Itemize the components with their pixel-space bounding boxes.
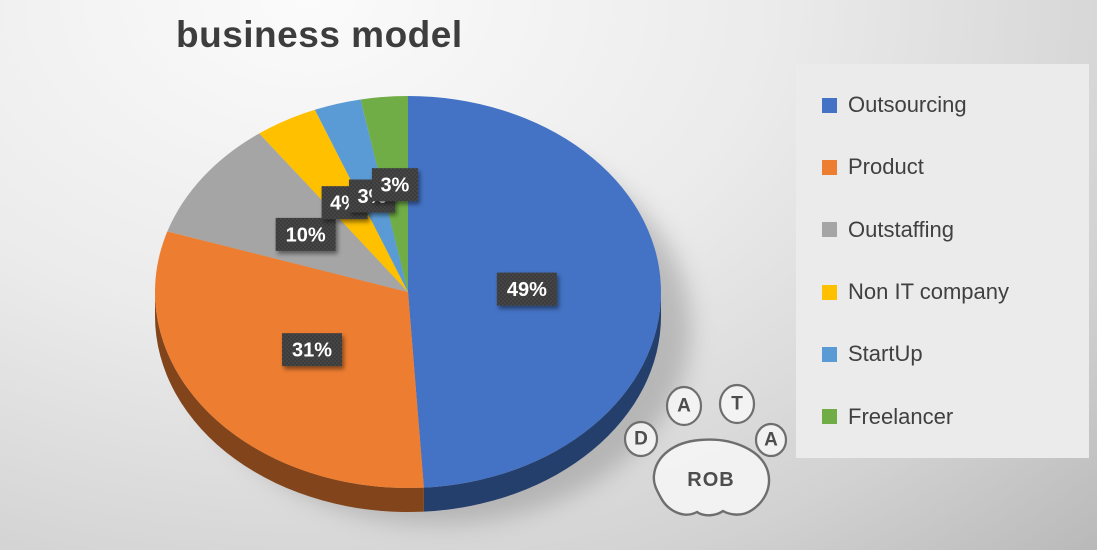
watermark-letter: A: [677, 396, 691, 417]
svg-text:10%: 10%: [286, 224, 326, 246]
paw-toe-circle: [665, 385, 703, 427]
pie-slice-side: [155, 292, 424, 512]
watermark-pad-text: ROB: [687, 469, 734, 491]
legend-item-product: Product: [822, 154, 1089, 180]
legend-label: Non IT company: [848, 279, 1010, 305]
legend-label: Outstaffing: [848, 216, 954, 242]
data-label: 49%: [496, 272, 557, 306]
legend-item-non-it-company: Non IT company: [822, 279, 1089, 305]
paw-toe-circle: [718, 383, 756, 425]
watermark-letter: T: [731, 394, 743, 415]
legend-panel: Outsourcing Product Outstaffing Non IT c…: [796, 64, 1089, 458]
legend-swatch: [822, 222, 837, 238]
data-rob-watermark: D A T A ROB: [623, 383, 788, 517]
legend-swatch: [822, 409, 837, 425]
paw-logo: D A T A ROB: [623, 383, 788, 517]
chart-title: business model: [176, 14, 463, 55]
legend-label: StartUp: [848, 341, 923, 367]
legend-label: Product: [848, 154, 924, 180]
watermark-letter: D: [634, 429, 648, 450]
svg-text:3%: 3%: [380, 175, 409, 197]
legend-item-startup: StartUp: [822, 341, 1089, 367]
data-label: 3%: [371, 168, 418, 202]
paw-pad-shape: [652, 438, 771, 517]
pie-slice-outstaffing: [167, 133, 408, 292]
watermark-letter: A: [764, 430, 778, 451]
legend-label: Freelancer: [848, 403, 954, 429]
pie-slice-side: [423, 292, 661, 512]
legend-label: Outsourcing: [848, 92, 967, 118]
legend-swatch: [822, 284, 837, 300]
legend-swatch: [822, 159, 837, 175]
paw-toe-circle: [754, 422, 788, 458]
legend-item-outstaffing: Outstaffing: [822, 217, 1089, 243]
svg-text:49%: 49%: [507, 279, 547, 301]
legend-swatch: [822, 97, 837, 113]
svg-text:31%: 31%: [292, 340, 332, 362]
paw-toe-circle: [623, 420, 659, 458]
data-label: 10%: [275, 217, 336, 251]
legend-swatch: [822, 346, 837, 362]
legend-item-outsourcing: Outsourcing: [822, 92, 1089, 118]
legend-item-freelancer: Freelancer: [822, 404, 1089, 430]
data-label: 31%: [282, 333, 343, 367]
